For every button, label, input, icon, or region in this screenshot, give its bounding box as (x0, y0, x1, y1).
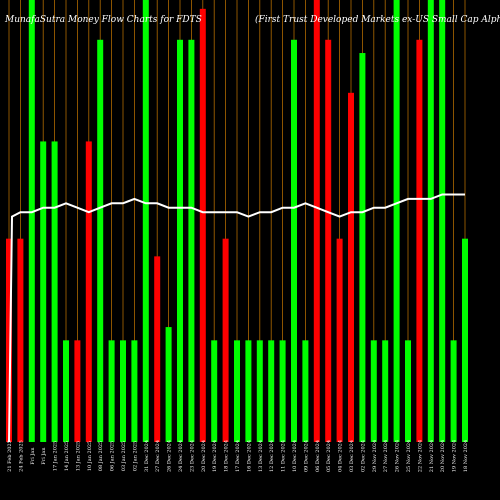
date-label: 05 Dec 2024 (326, 440, 332, 472)
bar-up (51, 141, 58, 442)
date-label: 21 Nov 2024 (429, 440, 435, 472)
date-label: 09 Dec 2024 (303, 440, 309, 472)
date-label: 20 Dec 2024 (201, 440, 207, 472)
date-label: 02 Jan 2025 (132, 441, 138, 471)
date-label: 17 Dec 2024 (235, 440, 241, 472)
date-label: 06 Jan 2025 (110, 441, 116, 471)
bar-up (370, 340, 377, 442)
bar-down (348, 92, 354, 442)
date-label: 11 Dec 2024 (281, 440, 287, 472)
bar-up (382, 340, 389, 442)
date-label: 10 Jan 2025 (87, 441, 93, 471)
bars (6, 0, 468, 443)
bar-up (359, 53, 366, 442)
bar-down (416, 39, 423, 442)
bar-down (313, 0, 320, 442)
date-label: 21 Feb 2025 (7, 440, 13, 472)
bar-down (17, 238, 24, 442)
bar-up (28, 0, 35, 442)
bar-up (120, 340, 126, 442)
bar-up (177, 39, 183, 442)
date-labels: 21 Feb 2025 24 Feb 2025 Fri Jan Fri Jan 17 J… (7, 440, 469, 472)
bar-down (6, 238, 12, 442)
chart-title-left: MunafaSutra Money Flow Charts for FDTS (4, 15, 202, 25)
bar-up (97, 39, 104, 442)
bar-down (154, 256, 161, 442)
date-label: 03 Jan 2025 (121, 441, 127, 471)
bar-up (245, 340, 252, 442)
bar-down (325, 39, 332, 442)
bar-up (405, 340, 411, 442)
date-label: 06 Dec 2024 (315, 440, 321, 472)
date-label: 25 Nov 2024 (406, 440, 412, 472)
date-label: Fri Jan (30, 447, 36, 465)
bar-down (85, 141, 92, 442)
date-label: 24 Feb 2025 (18, 440, 24, 472)
bar-up (165, 327, 172, 442)
date-label: 19 Dec 2024 (212, 440, 218, 472)
date-label: 12 Dec 2024 (269, 440, 275, 472)
date-label: 19 Nov 2024 (452, 440, 458, 472)
bar-up (131, 340, 138, 442)
date-label: 20 Nov 2024 (440, 440, 446, 472)
bar-up (291, 39, 297, 442)
date-label: 17 Jan 2025 (53, 441, 59, 471)
date-label: 02 Dec 2024 (360, 440, 366, 472)
date-label: 22 Nov 2024 (417, 440, 423, 472)
date-label: 27 Nov 2024 (383, 440, 389, 472)
date-label: 24 Dec 2024 (178, 440, 184, 472)
money-flow-line (8, 193, 465, 443)
bar-up (188, 39, 195, 442)
bar-up (462, 238, 468, 442)
date-label: 18 Nov 2024 (463, 440, 469, 472)
bar-up (63, 340, 69, 442)
date-label: 13 Dec 2024 (258, 440, 264, 472)
date-label: 29 Nov 2024 (372, 440, 378, 472)
bar-up (234, 340, 240, 442)
date-label: 13 Jan 2025 (75, 441, 81, 471)
date-label: 26 Dec 2024 (167, 440, 173, 472)
bar-up (211, 340, 218, 442)
bar-down (336, 238, 343, 442)
bar-up (302, 340, 309, 442)
date-label: Fri Jan (41, 447, 47, 465)
bar-up (268, 340, 275, 442)
bar-up (142, 0, 149, 442)
bar-up (108, 340, 115, 442)
date-label: 23 Dec 2024 (189, 440, 195, 472)
date-label: 03 Dec 2024 (349, 440, 355, 472)
bar-up (256, 340, 263, 442)
date-label: 04 Dec 2024 (338, 440, 344, 472)
date-label: 31 Dec 2024 (144, 440, 150, 472)
bar-up (393, 0, 400, 442)
date-label: 26 Nov 2024 (395, 440, 401, 472)
bar-down (74, 340, 81, 442)
bar-down (199, 8, 206, 443)
bar-up (427, 0, 434, 442)
chart-title-right: (First Trust Developed Markets ex-US Sma… (255, 14, 500, 25)
date-label: 14 Jan 2025 (64, 441, 70, 471)
date-label: 16 Dec 2024 (246, 440, 252, 472)
bar-up (439, 0, 446, 442)
bar-down (222, 238, 229, 442)
bar-up (450, 340, 457, 442)
date-label: 08 Jan 2025 (98, 441, 104, 471)
date-label: 10 Dec 2024 (292, 440, 298, 472)
bar-up (279, 340, 286, 442)
bar-up (40, 141, 47, 442)
date-label: 18 Dec 2024 (224, 440, 230, 472)
date-label: 27 Dec 2024 (155, 440, 161, 472)
